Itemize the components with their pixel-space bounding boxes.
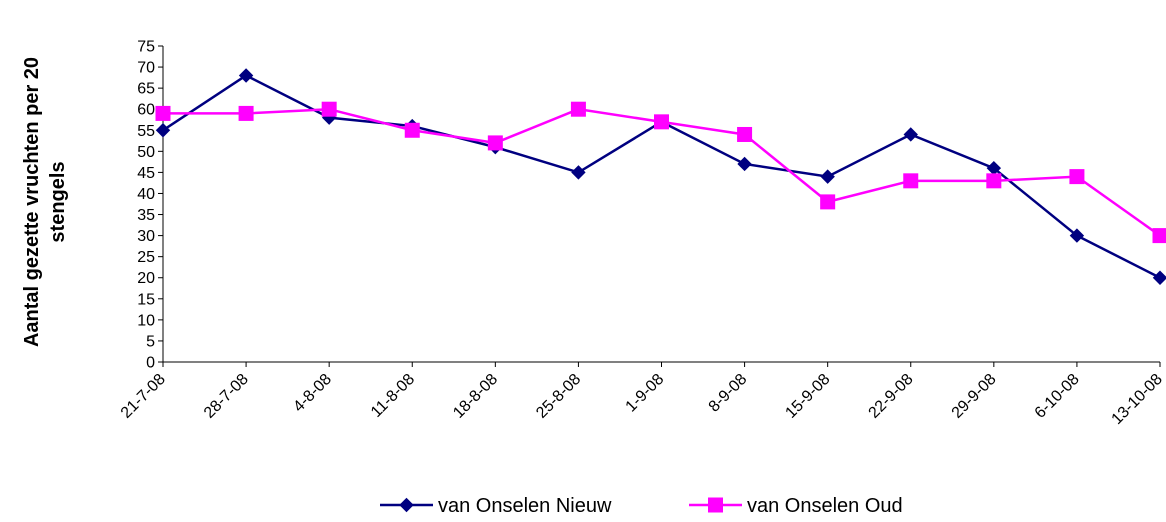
y-tick-label: 35 bbox=[137, 207, 155, 224]
data-point bbox=[404, 122, 420, 138]
y-axis-title-line-1: Aantal gezette vruchten per 20 bbox=[21, 57, 43, 347]
y-tick-label: 50 bbox=[137, 144, 155, 161]
legend-label: van Onselen Nieuw bbox=[438, 495, 612, 517]
data-point bbox=[155, 105, 171, 121]
data-point bbox=[238, 68, 254, 83]
x-tick-label: 1-9-08 bbox=[623, 371, 668, 416]
y-axis-title: Aantal gezette vruchten per 20 stengels bbox=[21, 57, 69, 347]
data-point bbox=[820, 194, 836, 210]
x-tick-label: 4-8-08 bbox=[290, 371, 335, 416]
data-point bbox=[903, 127, 918, 142]
data-point bbox=[820, 169, 835, 184]
series-line bbox=[162, 74, 1161, 279]
y-tick-label: 0 bbox=[146, 355, 155, 372]
y-tick-label: 15 bbox=[137, 291, 155, 308]
y-tick-label: 75 bbox=[137, 39, 155, 56]
y-tick-label: 40 bbox=[137, 186, 155, 203]
y-tick-label: 5 bbox=[146, 333, 155, 350]
data-point bbox=[238, 105, 254, 121]
legend: van Onselen Nieuw van Onselen Oud bbox=[380, 495, 903, 517]
data-point bbox=[654, 114, 669, 130]
data-point bbox=[903, 173, 919, 189]
y-tick-label: 60 bbox=[137, 102, 155, 119]
data-point bbox=[1069, 169, 1085, 185]
x-tick-label: 18-8-08 bbox=[450, 371, 501, 422]
y-tick-label: 65 bbox=[137, 81, 155, 98]
legend-label: van Onselen Oud bbox=[747, 495, 903, 517]
data-point bbox=[570, 101, 586, 117]
legend-marker bbox=[708, 497, 723, 513]
y-axis-title-line-2: stengels bbox=[47, 161, 69, 242]
y-tick-label: 25 bbox=[137, 249, 155, 266]
legend-item: van Onselen Nieuw bbox=[380, 495, 612, 517]
y-tick-label: 30 bbox=[137, 228, 155, 245]
data-point bbox=[737, 156, 752, 172]
data-point bbox=[321, 101, 337, 117]
x-tick-label: 13-10-08 bbox=[1109, 371, 1166, 428]
y-tick-label: 70 bbox=[137, 60, 155, 77]
data-point bbox=[155, 123, 171, 138]
legend-marker bbox=[399, 497, 414, 513]
data-point bbox=[1152, 270, 1166, 285]
x-tick-label: 25-8-08 bbox=[533, 371, 584, 422]
y-axis-ticks: 0 5 10 15 20 25 30 35 40 45 50 55 60 65 70 75 bbox=[137, 39, 163, 372]
x-tick-label: 29-9-08 bbox=[949, 371, 1000, 422]
data-point bbox=[986, 173, 1002, 189]
data-point bbox=[1152, 228, 1166, 244]
y-tick-label: 45 bbox=[137, 165, 155, 182]
x-tick-label: 22-9-08 bbox=[866, 371, 917, 422]
data-point bbox=[737, 126, 753, 142]
series-2 bbox=[155, 101, 1166, 244]
x-tick-label: 15-9-08 bbox=[782, 371, 833, 422]
x-tick-label: 28-7-08 bbox=[201, 371, 252, 422]
data-point bbox=[487, 135, 503, 151]
series-layer bbox=[155, 68, 1166, 285]
x-tick-label: 11-8-08 bbox=[368, 371, 418, 421]
y-tick-label: 20 bbox=[137, 270, 155, 287]
x-axis-ticks: 21-7-08 28-7-08 4-8-08 11-8-08 18-8-08 25-8-0… bbox=[118, 362, 1166, 428]
x-tick-label: 6-10-08 bbox=[1032, 371, 1083, 422]
data-point bbox=[1069, 228, 1085, 243]
y-tick-label: 55 bbox=[137, 123, 155, 140]
x-tick-label: 21-7-08 bbox=[118, 371, 169, 422]
y-tick-label: 10 bbox=[137, 312, 155, 329]
data-point bbox=[571, 165, 586, 180]
legend-item: van Onselen Oud bbox=[689, 495, 903, 517]
x-tick-label: 8-9-08 bbox=[706, 371, 751, 416]
series-1 bbox=[155, 68, 1166, 285]
